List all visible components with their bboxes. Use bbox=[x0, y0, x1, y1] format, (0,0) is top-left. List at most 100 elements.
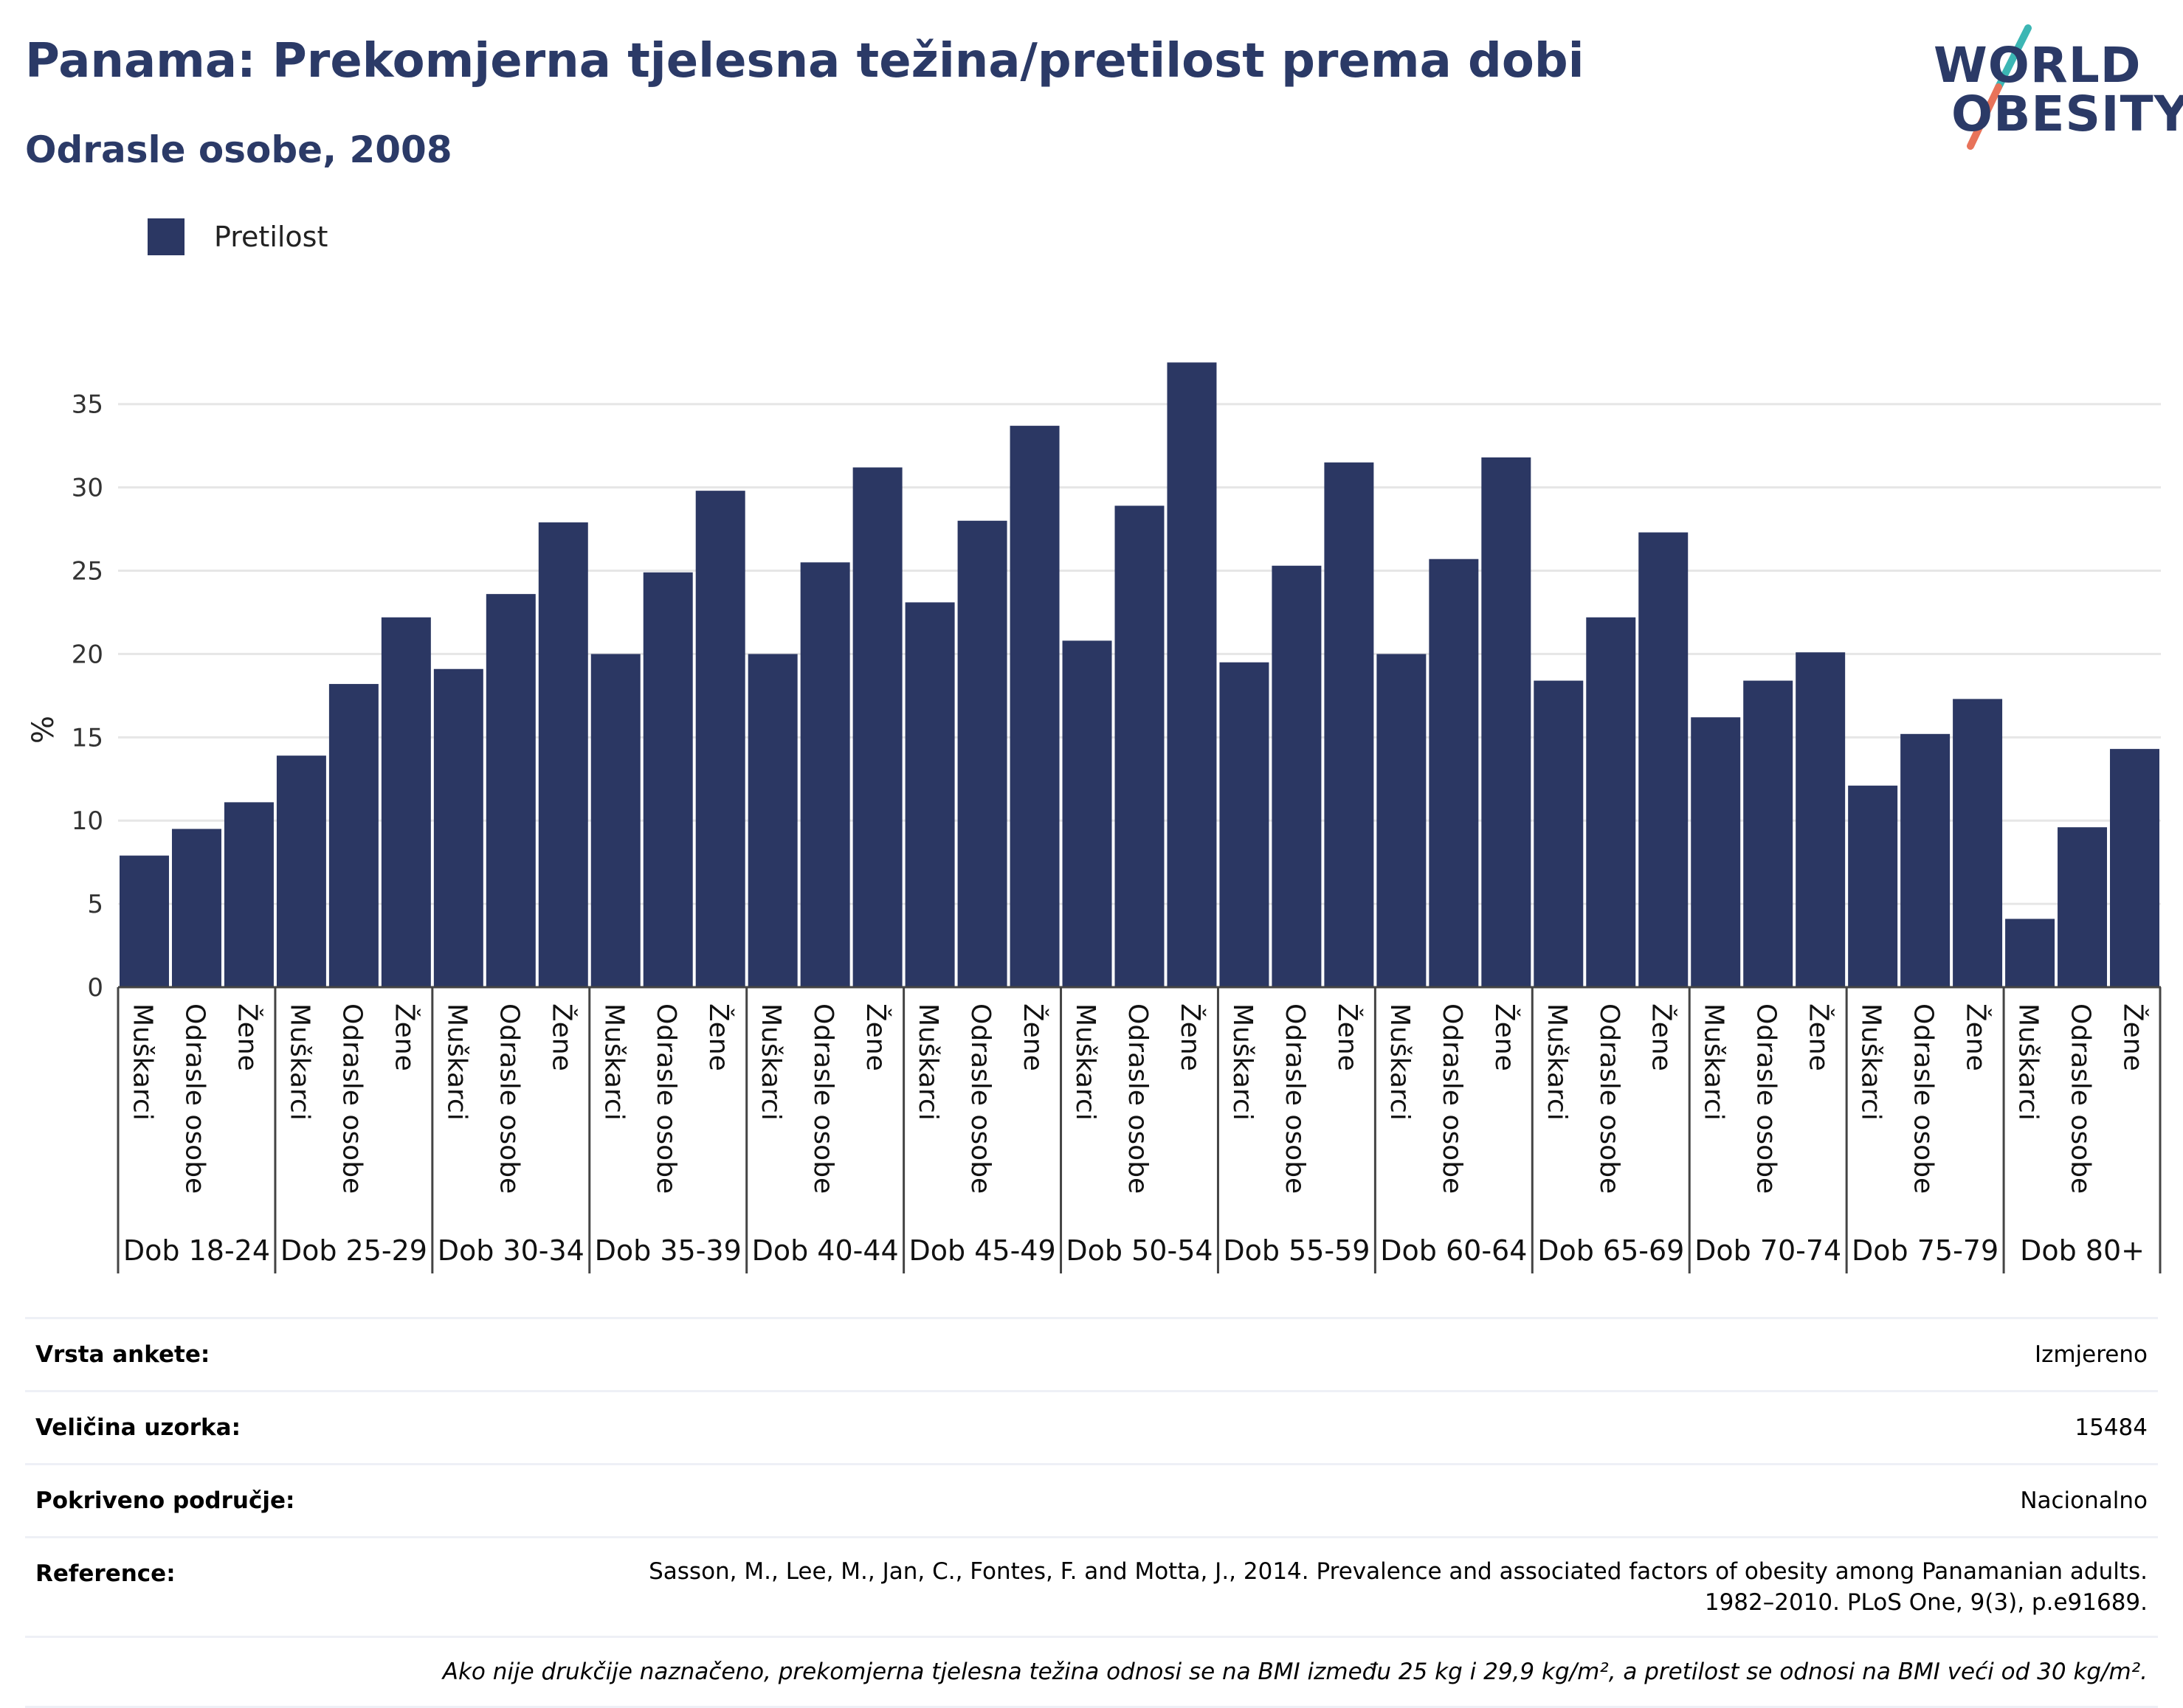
info-row-sample-size: Veličina uzorka: 15484 bbox=[25, 1390, 2158, 1463]
category-tick-label: Odrasle osobe bbox=[1594, 1003, 1624, 1194]
bar bbox=[1796, 652, 1846, 987]
category-tick-label: Odrasle osobe bbox=[1280, 1003, 1310, 1194]
reference-value: Sasson, M., Lee, M., Jan, C., Fontes, F.… bbox=[638, 1538, 2158, 1636]
chart-subtitle: Odrasle osobe, 2008 bbox=[25, 128, 452, 171]
y-tick-label: 0 bbox=[87, 973, 103, 1003]
legend: Pretilost bbox=[148, 218, 328, 256]
sample-size-label: Veličina uzorka: bbox=[35, 1414, 241, 1441]
y-tick-label: 30 bbox=[72, 474, 103, 503]
bar bbox=[1586, 617, 1636, 987]
logo-slash-icon bbox=[1967, 24, 2032, 150]
category-tick-label: Muškarci bbox=[1227, 1003, 1258, 1121]
bar bbox=[1167, 362, 1217, 987]
category-tick-label: Muškarci bbox=[599, 1003, 629, 1121]
bar bbox=[538, 522, 588, 987]
category-tick-label: Žene bbox=[703, 1003, 734, 1071]
bar bbox=[1638, 532, 1689, 987]
bar bbox=[224, 802, 274, 987]
group-label: Dob 25-29 bbox=[280, 1234, 427, 1267]
bar bbox=[120, 855, 169, 987]
y-tick-label: 5 bbox=[87, 890, 103, 919]
group-label: Dob 30-34 bbox=[438, 1234, 584, 1267]
category-tick-label: Odrasle osobe bbox=[808, 1003, 838, 1194]
bar bbox=[1743, 680, 1793, 987]
bar bbox=[1010, 426, 1060, 987]
y-tick-label: 15 bbox=[72, 723, 103, 753]
category-tick-label: Žene bbox=[1961, 1003, 1992, 1071]
category-tick-label: Žene bbox=[1646, 1003, 1677, 1071]
bar bbox=[486, 594, 536, 987]
legend-swatch bbox=[148, 218, 184, 255]
group-label: Dob 60-64 bbox=[1380, 1234, 1527, 1267]
bar bbox=[1534, 680, 1584, 987]
category-tick-label: Muškarci bbox=[913, 1003, 943, 1121]
category-tick-label: Odrasle osobe bbox=[494, 1003, 524, 1194]
category-tick-label: Odrasle osobe bbox=[1908, 1003, 1939, 1194]
group-label: Dob 65-69 bbox=[1537, 1234, 1684, 1267]
chart-title: Panama: Prekomjerna tjelesna težina/pret… bbox=[25, 34, 1584, 89]
category-tick-label: Odrasle osobe bbox=[179, 1003, 210, 1194]
category-tick-label: Odrasle osobe bbox=[651, 1003, 681, 1194]
bar bbox=[590, 654, 641, 987]
bar bbox=[905, 602, 955, 987]
bar bbox=[800, 562, 850, 987]
category-tick-label: Žene bbox=[1018, 1003, 1049, 1071]
logo-text-world: WORLD bbox=[1934, 37, 2142, 94]
bar bbox=[1324, 462, 1374, 987]
bar bbox=[381, 617, 431, 987]
y-tick-label: 35 bbox=[72, 390, 103, 420]
bar bbox=[433, 668, 483, 987]
category-tick-label: Žene bbox=[232, 1003, 263, 1071]
world-obesity-logo: WORLD OBESITY bbox=[1919, 21, 2183, 161]
category-tick-label: Muškarci bbox=[756, 1003, 786, 1121]
bar bbox=[1429, 559, 1479, 987]
info-row-survey-type: Vrsta ankete: Izmjereno bbox=[25, 1317, 2158, 1390]
bar bbox=[1900, 733, 1951, 987]
bar bbox=[695, 491, 745, 987]
bar bbox=[2058, 827, 2108, 987]
category-tick-label: Žene bbox=[389, 1003, 420, 1071]
info-table: Vrsta ankete: Izmjereno Veličina uzorka:… bbox=[25, 1317, 2158, 1708]
sample-size-value: 15484 bbox=[2075, 1414, 2148, 1441]
category-tick-label: Žene bbox=[1175, 1003, 1206, 1071]
category-tick-label: Muškarci bbox=[2013, 1003, 2044, 1121]
group-label: Dob 80+ bbox=[2020, 1234, 2145, 1267]
category-tick-label: Odrasle osobe bbox=[1751, 1003, 1782, 1194]
survey-type-label: Vrsta ankete: bbox=[35, 1341, 210, 1368]
y-axis-label: % bbox=[27, 716, 61, 744]
bar bbox=[1219, 662, 1269, 987]
category-tick-label: Muškarci bbox=[1070, 1003, 1100, 1121]
category-tick-label: Odrasle osobe bbox=[337, 1003, 367, 1194]
bar bbox=[1953, 699, 2003, 987]
bar bbox=[748, 654, 798, 987]
group-label: Dob 75-79 bbox=[1852, 1234, 1999, 1267]
reference-line-1: Sasson, M., Lee, M., Jan, C., Fontes, F.… bbox=[649, 1558, 2148, 1585]
group-label: Dob 55-59 bbox=[1223, 1234, 1370, 1267]
bar bbox=[2005, 919, 2055, 987]
y-tick-label: 10 bbox=[72, 806, 103, 836]
bar bbox=[2110, 749, 2159, 987]
bar bbox=[1062, 640, 1112, 987]
logo-text-obesity: OBESITY bbox=[1951, 86, 2183, 142]
bar bbox=[852, 467, 903, 987]
bar bbox=[1481, 457, 1531, 987]
group-label: Dob 18-24 bbox=[123, 1234, 270, 1267]
bar bbox=[957, 520, 1007, 987]
bar bbox=[643, 572, 693, 987]
category-tick-label: Žene bbox=[1804, 1003, 1835, 1071]
category-tick-label: Muškarci bbox=[1542, 1003, 1572, 1121]
group-label: Dob 45-49 bbox=[909, 1234, 1056, 1267]
category-tick-label: Muškarci bbox=[1856, 1003, 1886, 1121]
group-label: Dob 35-39 bbox=[595, 1234, 742, 1267]
coverage-label: Pokriveno područje: bbox=[35, 1487, 295, 1514]
bar bbox=[328, 684, 379, 987]
group-label: Dob 70-74 bbox=[1694, 1234, 1841, 1267]
bar bbox=[171, 829, 221, 987]
y-tick-label: 20 bbox=[72, 640, 103, 669]
group-label: Dob 50-54 bbox=[1066, 1234, 1213, 1267]
coverage-value: Nacionalno bbox=[2020, 1487, 2148, 1514]
group-label: Dob 40-44 bbox=[752, 1234, 899, 1267]
category-tick-label: Muškarci bbox=[1699, 1003, 1729, 1121]
bar-chart: 0 5 10 15 20 25 30 35% Muškarci Odrasle osobe Žene… bbox=[27, 362, 2162, 1273]
legend-label: Pretilost bbox=[214, 221, 328, 253]
